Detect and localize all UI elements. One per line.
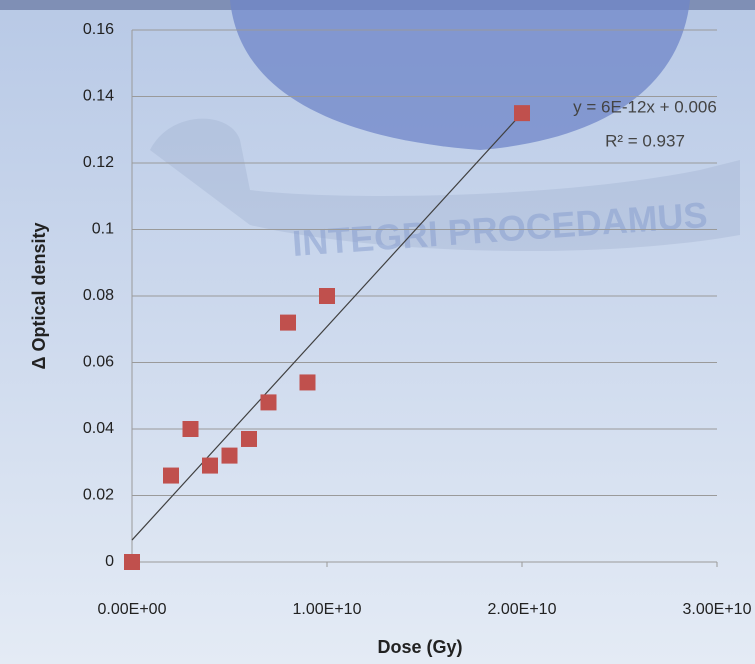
y-tick-label: 0.16 <box>83 21 114 38</box>
marker <box>202 458 218 474</box>
x-tick-label: 3.00E+10 <box>683 601 752 618</box>
marker <box>163 468 179 484</box>
y-tick-label: 0.04 <box>83 420 114 437</box>
chart: INTEGRI PROCEDAMUS Dose (Gy) Δ Optical d… <box>0 0 755 664</box>
marker <box>514 105 530 121</box>
marker <box>222 448 238 464</box>
y-tick-label: 0.12 <box>83 154 114 171</box>
y-tick-label: 0.06 <box>83 354 114 371</box>
y-tick-label: 0.08 <box>83 287 114 304</box>
r-squared: R² = 0.937 <box>605 131 685 150</box>
marker <box>241 431 257 447</box>
marker <box>319 288 335 304</box>
x-tick-label: 0.00E+00 <box>98 601 167 618</box>
trendline-equation: y = 6E-12x + 0.006 <box>573 97 717 116</box>
y-tick-label: 0.14 <box>83 88 114 105</box>
marker <box>183 421 199 437</box>
x-axis-title: Dose (Gy) <box>377 637 462 657</box>
x-tick-label: 1.00E+10 <box>293 601 362 618</box>
marker <box>280 315 296 331</box>
marker <box>261 394 277 410</box>
y-tick-label: 0.1 <box>92 221 114 238</box>
y-axis-title: Δ Optical density <box>29 223 49 370</box>
y-tick-label: 0.02 <box>83 487 114 504</box>
y-tick-label: 0 <box>105 553 114 570</box>
marker <box>124 554 140 570</box>
marker <box>300 374 316 390</box>
x-tick-label: 2.00E+10 <box>488 601 557 618</box>
